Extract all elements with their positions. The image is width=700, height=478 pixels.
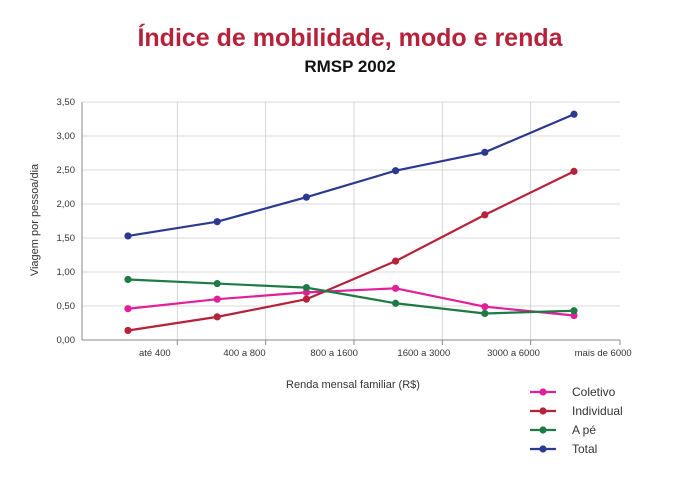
data-point-individual <box>302 295 310 303</box>
data-point-a-pe <box>302 284 310 292</box>
series-line-individual <box>127 170 575 332</box>
y-tick-label: 1,00 <box>57 267 76 278</box>
y-tick-label: 2,00 <box>57 199 76 210</box>
x-tick-labels: até 400 400 a 800 800 a 1600 1600 a 3000 300… <box>139 348 632 359</box>
x-tick-label: 800 a 1600 <box>310 348 358 359</box>
x-axis-label: Renda mensal familiar (R$) <box>286 379 420 391</box>
y-tick-label: 0,00 <box>57 335 76 346</box>
x-tick-label: mais de 6000 <box>575 348 632 359</box>
data-point-total <box>124 232 132 240</box>
data-point-total <box>213 218 221 226</box>
grid <box>81 101 621 345</box>
y-tick-label: 1,50 <box>57 233 76 244</box>
x-tick-label: 3000 a 6000 <box>487 348 540 359</box>
legend-swatch-marker <box>539 445 547 453</box>
legend-swatch-marker <box>539 407 547 415</box>
data-point-total <box>481 148 489 156</box>
x-tick-label: 1600 a 3000 <box>397 348 450 359</box>
legend: Coletivo Individual A pé Total <box>530 385 623 456</box>
legend-label: Coletivo <box>572 385 616 399</box>
x-tick-label: até 400 <box>139 348 171 359</box>
series-line-a-pe <box>127 278 575 315</box>
y-axis-label: Viagem por pessoa/dia <box>29 163 41 276</box>
data-point-coletivo <box>481 303 489 311</box>
y-tick-label: 0,50 <box>57 301 76 312</box>
legend-label: A pé <box>572 423 596 437</box>
data-point-a-pe <box>570 307 578 315</box>
y-tick-label: 2,50 <box>57 165 76 176</box>
y-tick-label: 3,00 <box>57 131 76 142</box>
chart-title: Índice de mobilidade, modo e renda <box>137 23 563 52</box>
legend-swatch-marker <box>539 388 547 396</box>
legend-swatch-marker <box>539 426 547 434</box>
data-point-coletivo <box>213 295 221 303</box>
series-line-coletivo <box>127 287 575 317</box>
data-point-coletivo <box>124 305 132 313</box>
data-point-individual <box>481 211 489 219</box>
y-tick-labels: 0,00 0,50 1,00 1,50 2,00 2,50 3,00 3,50 <box>57 97 76 346</box>
data-point-total <box>392 167 400 175</box>
legend-label: Total <box>572 442 597 456</box>
series-line-total <box>127 113 575 238</box>
y-tick-label: 3,50 <box>57 97 76 108</box>
data-point-individual <box>392 257 400 265</box>
data-point-a-pe <box>392 299 400 307</box>
data-point-total <box>570 110 578 118</box>
series <box>124 110 578 335</box>
legend-label: Individual <box>572 404 623 418</box>
x-tick-label: 400 a 800 <box>223 348 265 359</box>
data-point-individual <box>124 326 132 335</box>
data-point-individual <box>570 167 578 175</box>
data-point-a-pe <box>481 309 489 318</box>
chart-subtitle: RMSP 2002 <box>304 57 395 76</box>
data-point-coletivo <box>392 284 400 292</box>
data-point-a-pe <box>124 275 132 284</box>
data-point-a-pe <box>213 279 221 288</box>
data-point-individual <box>213 313 221 321</box>
data-point-total <box>302 193 310 201</box>
